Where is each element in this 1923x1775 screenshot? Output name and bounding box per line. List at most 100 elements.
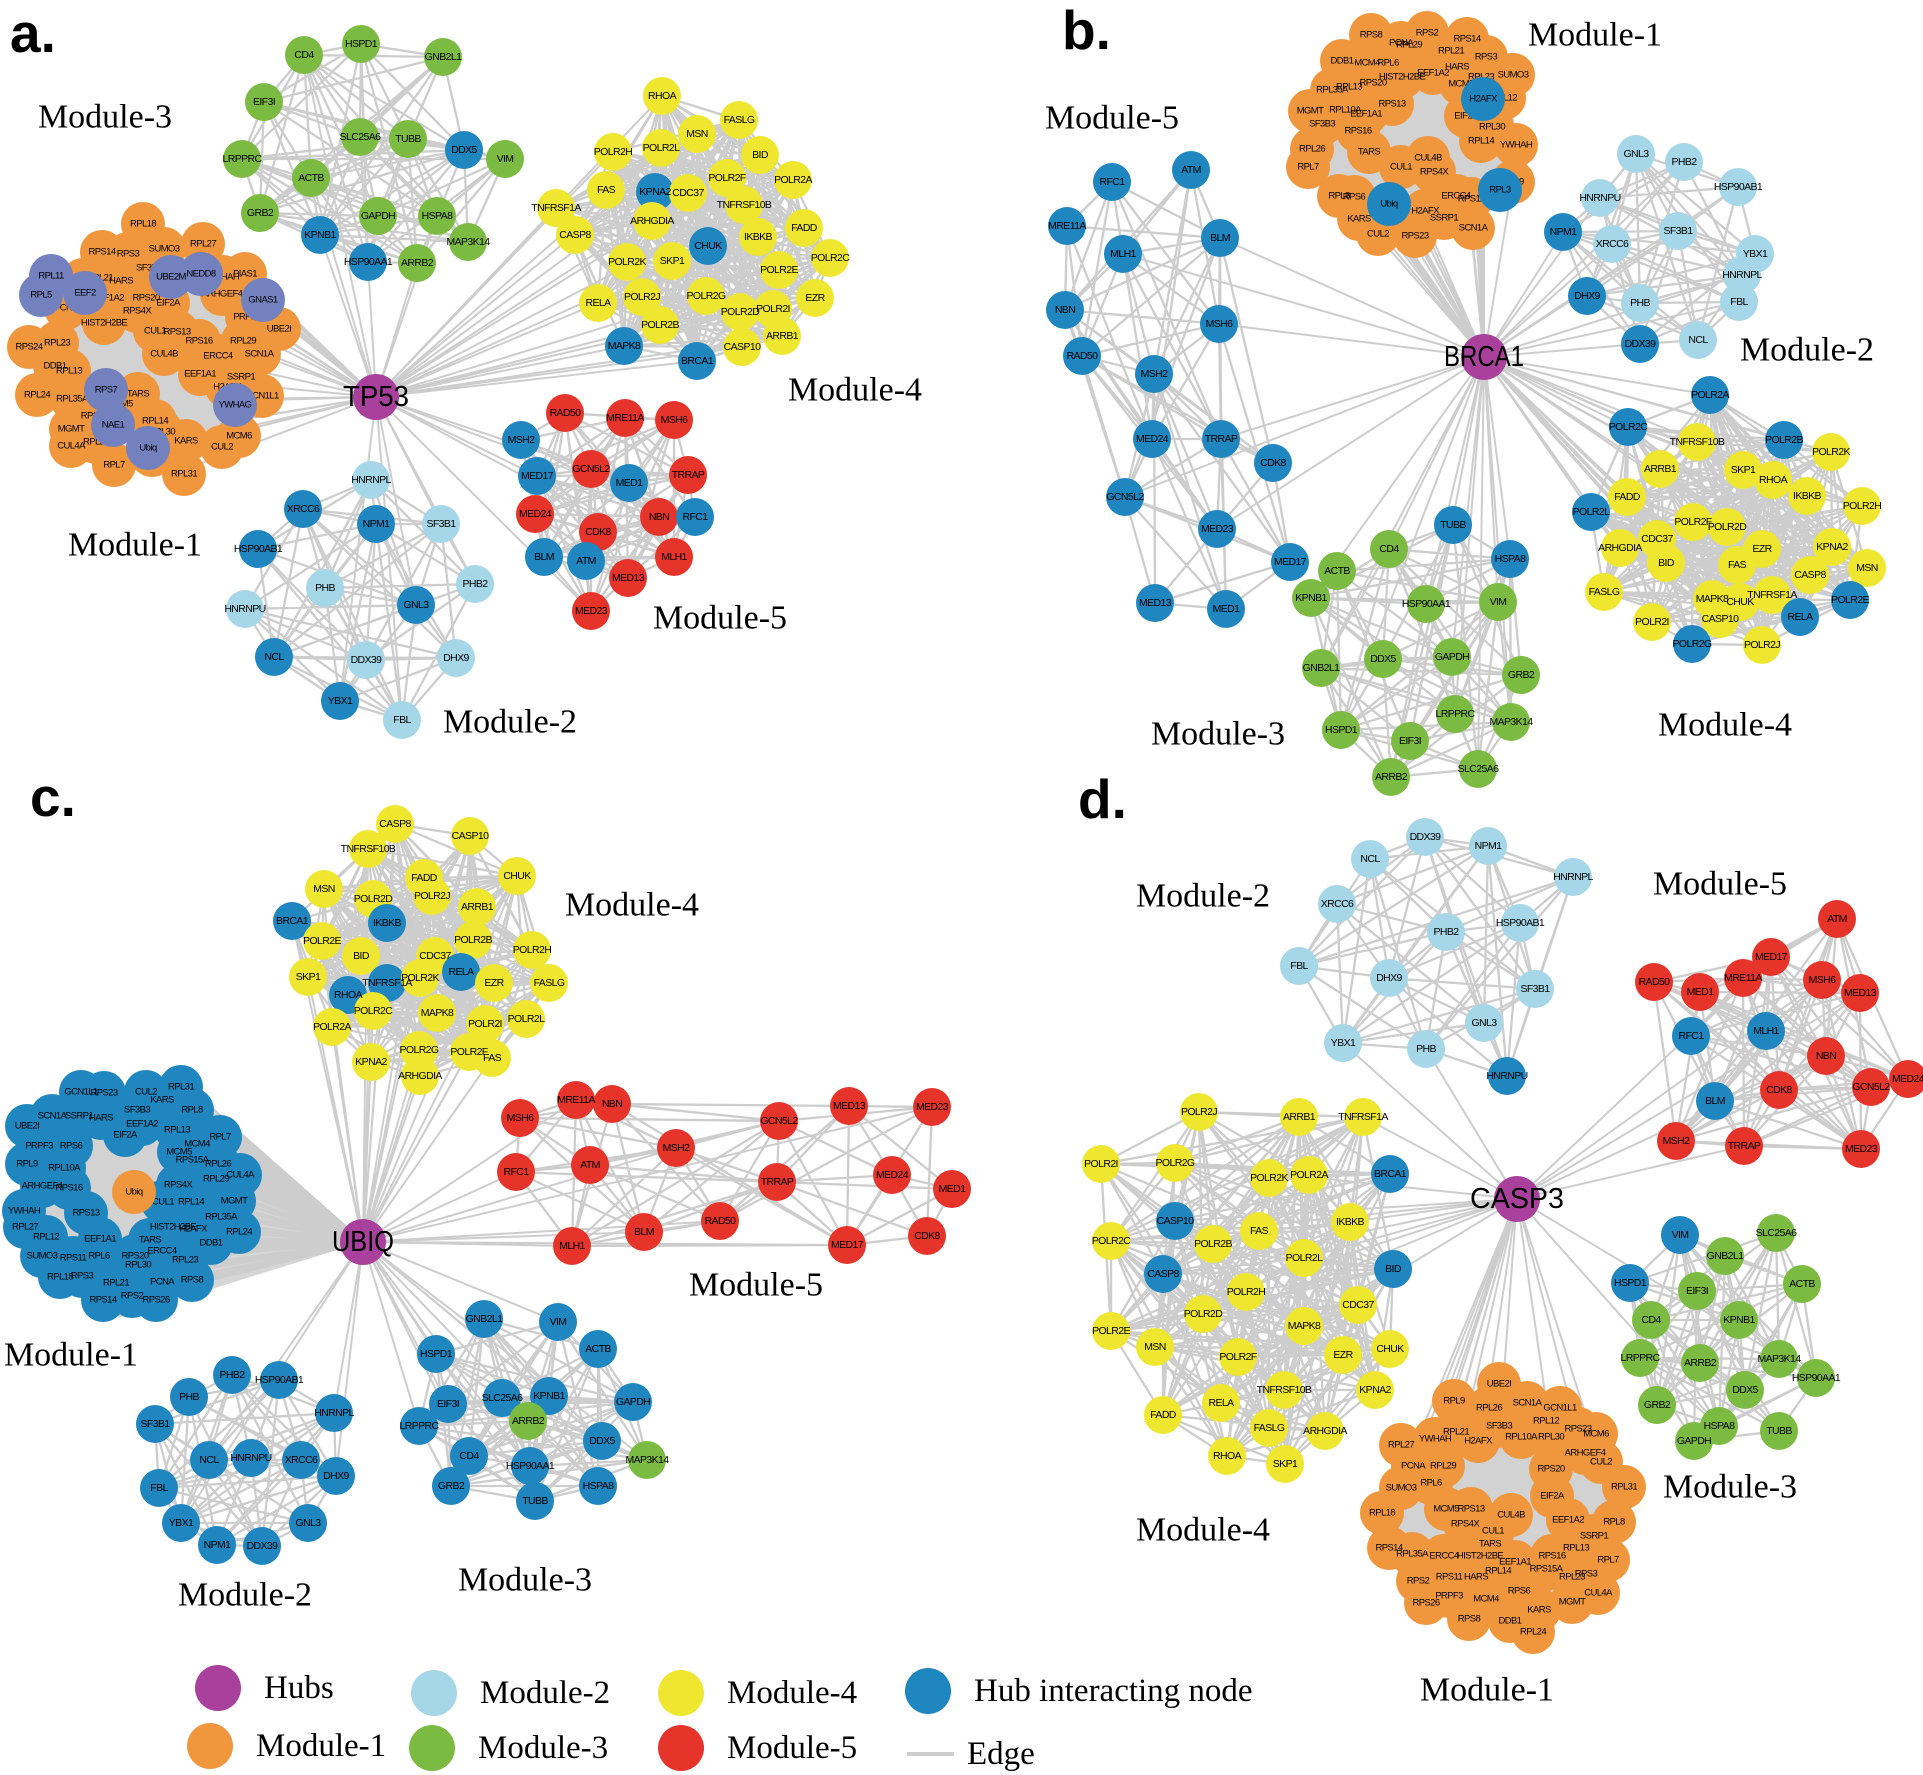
svg-text:TNFRSF1A: TNFRSF1A [362,977,412,989]
svg-text:RPS23: RPS23 [1401,231,1428,242]
svg-text:POLR2H: POLR2H [1843,500,1881,512]
svg-text:GNAS1: GNAS1 [248,295,278,306]
svg-text:PHB: PHB [1416,1043,1436,1055]
svg-text:MGMT: MGMT [1297,106,1324,117]
svg-text:GRB2: GRB2 [438,1480,465,1492]
svg-text:RPS20: RPS20 [132,293,159,304]
svg-text:TUBB: TUBB [1440,519,1466,531]
svg-text:RPS6: RPS6 [1508,1586,1531,1597]
svg-text:RPL3: RPL3 [1489,185,1511,196]
svg-text:Ubiq: Ubiq [1380,199,1397,210]
svg-text:Module-2: Module-2 [443,704,577,741]
svg-text:POLR2F: POLR2F [708,172,745,184]
svg-text:KPNB1: KPNB1 [1295,592,1327,604]
svg-text:RPS16: RPS16 [55,1183,82,1194]
svg-text:POLR2D: POLR2D [1184,1308,1223,1320]
svg-text:HSPA8: HSPA8 [1704,1420,1735,1432]
svg-text:RPS8: RPS8 [181,1275,204,1286]
svg-text:MLH1: MLH1 [1753,1025,1779,1037]
svg-text:NPM1: NPM1 [363,518,391,530]
svg-text:MED1: MED1 [1213,603,1241,615]
svg-text:GNL3: GNL3 [403,599,429,611]
svg-text:MED13: MED13 [1844,987,1877,999]
svg-text:CD4: CD4 [294,49,314,61]
svg-text:POLR2H: POLR2H [594,146,632,158]
svg-text:RPS4X: RPS4X [1420,167,1449,178]
svg-text:RPS16: RPS16 [185,336,212,347]
svg-text:RPS11: RPS11 [1458,194,1485,205]
svg-text:YWHAH: YWHAH [8,1206,41,1217]
svg-text:CUL4A: CUL4A [1584,1588,1613,1599]
svg-text:SUMO3: SUMO3 [1386,1483,1417,1494]
svg-text:RPS2: RPS2 [1407,1576,1430,1587]
svg-text:TRRAP: TRRAP [672,469,705,481]
svg-text:DDB1: DDB1 [1331,56,1354,67]
svg-text:FADD: FADD [1150,1409,1177,1421]
svg-text:ARHGDIA: ARHGDIA [1598,542,1642,554]
svg-text:NCL: NCL [1688,334,1708,346]
svg-text:PRPF3: PRPF3 [1435,1591,1463,1602]
svg-text:SUMO3: SUMO3 [27,1251,58,1262]
svg-text:DHX9: DHX9 [1574,290,1600,302]
svg-text:EZR: EZR [805,292,825,304]
svg-text:CDC37: CDC37 [672,187,704,199]
svg-text:FAS: FAS [1250,1225,1269,1237]
svg-text:RPL12: RPL12 [33,1232,59,1243]
svg-text:POLR2G: POLR2G [1673,638,1712,650]
svg-text:SCN1A: SCN1A [245,349,275,360]
svg-text:POLR2L: POLR2L [1286,1252,1323,1264]
svg-text:SF3B1: SF3B1 [426,518,456,530]
svg-text:CUL2: CUL2 [135,1087,157,1098]
svg-text:GNL3: GNL3 [1623,148,1649,160]
svg-text:KPNA2: KPNA2 [1359,1384,1391,1396]
svg-text:SKP1: SKP1 [1731,464,1756,476]
svg-text:SKP1: SKP1 [660,255,685,267]
svg-text:POLR2K: POLR2K [401,972,439,984]
svg-text:RELA: RELA [1208,1397,1234,1409]
svg-text:PHB2: PHB2 [1433,926,1459,938]
svg-text:IKBKB: IKBKB [373,917,402,929]
svg-text:POLR2G: POLR2G [1156,1157,1195,1169]
svg-text:RHOA: RHOA [1759,474,1788,486]
svg-text:PCNA: PCNA [1401,1461,1426,1472]
svg-text:MSH2: MSH2 [1141,368,1169,380]
svg-text:LRPPRC: LRPPRC [400,1420,440,1432]
svg-text:CHUK: CHUK [694,240,722,252]
svg-text:CD4: CD4 [1641,1314,1661,1326]
svg-text:TNFRSF1A: TNFRSF1A [1747,589,1797,601]
svg-text:RAD50: RAD50 [705,1215,737,1227]
svg-text:PHB: PHB [315,582,335,594]
svg-text:YBX1: YBX1 [169,1517,194,1529]
svg-text:CASP10: CASP10 [452,830,489,842]
svg-text:RPL14: RPL14 [178,1197,204,1208]
svg-text:d.: d. [1078,768,1127,830]
svg-text:NEDD8: NEDD8 [186,269,216,280]
svg-text:RPS2: RPS2 [1416,28,1439,39]
svg-text:RPS16: RPS16 [1344,126,1371,137]
svg-text:MRE11A: MRE11A [557,1094,595,1106]
svg-text:SF3B1: SF3B1 [1520,983,1550,995]
svg-text:ARRB2: ARRB2 [1375,771,1408,783]
svg-text:RPL27: RPL27 [190,239,216,250]
svg-text:MCM5: MCM5 [166,1147,192,1158]
svg-text:ARHGEF4: ARHGEF4 [22,1181,63,1192]
svg-text:MSH2: MSH2 [508,434,536,446]
svg-text:MAP3K14: MAP3K14 [1757,1353,1801,1365]
svg-text:POLR2A: POLR2A [313,1021,351,1033]
svg-text:XRCC6: XRCC6 [285,1454,318,1466]
svg-text:HSP90AB1: HSP90AB1 [255,1374,304,1386]
svg-text:BLM: BLM [534,551,554,563]
svg-text:RPS4X: RPS4X [1451,1519,1480,1530]
svg-text:Module-4: Module-4 [1658,707,1792,744]
svg-text:FADD: FADD [1614,491,1641,503]
svg-text:RPS15A: RPS15A [176,1155,210,1166]
svg-text:ATM: ATM [580,1159,600,1171]
svg-text:MAP3K14: MAP3K14 [1489,716,1533,728]
svg-text:ARHGDIA: ARHGDIA [1303,1425,1347,1437]
svg-text:POLR2B: POLR2B [1194,1238,1232,1250]
svg-text:CASP8: CASP8 [1147,1268,1179,1280]
svg-text:NCL: NCL [1360,853,1380,865]
svg-text:YWHAH: YWHAH [207,272,240,283]
svg-text:SKP1: SKP1 [1273,1458,1298,1470]
svg-text:CDK8: CDK8 [914,1230,940,1242]
